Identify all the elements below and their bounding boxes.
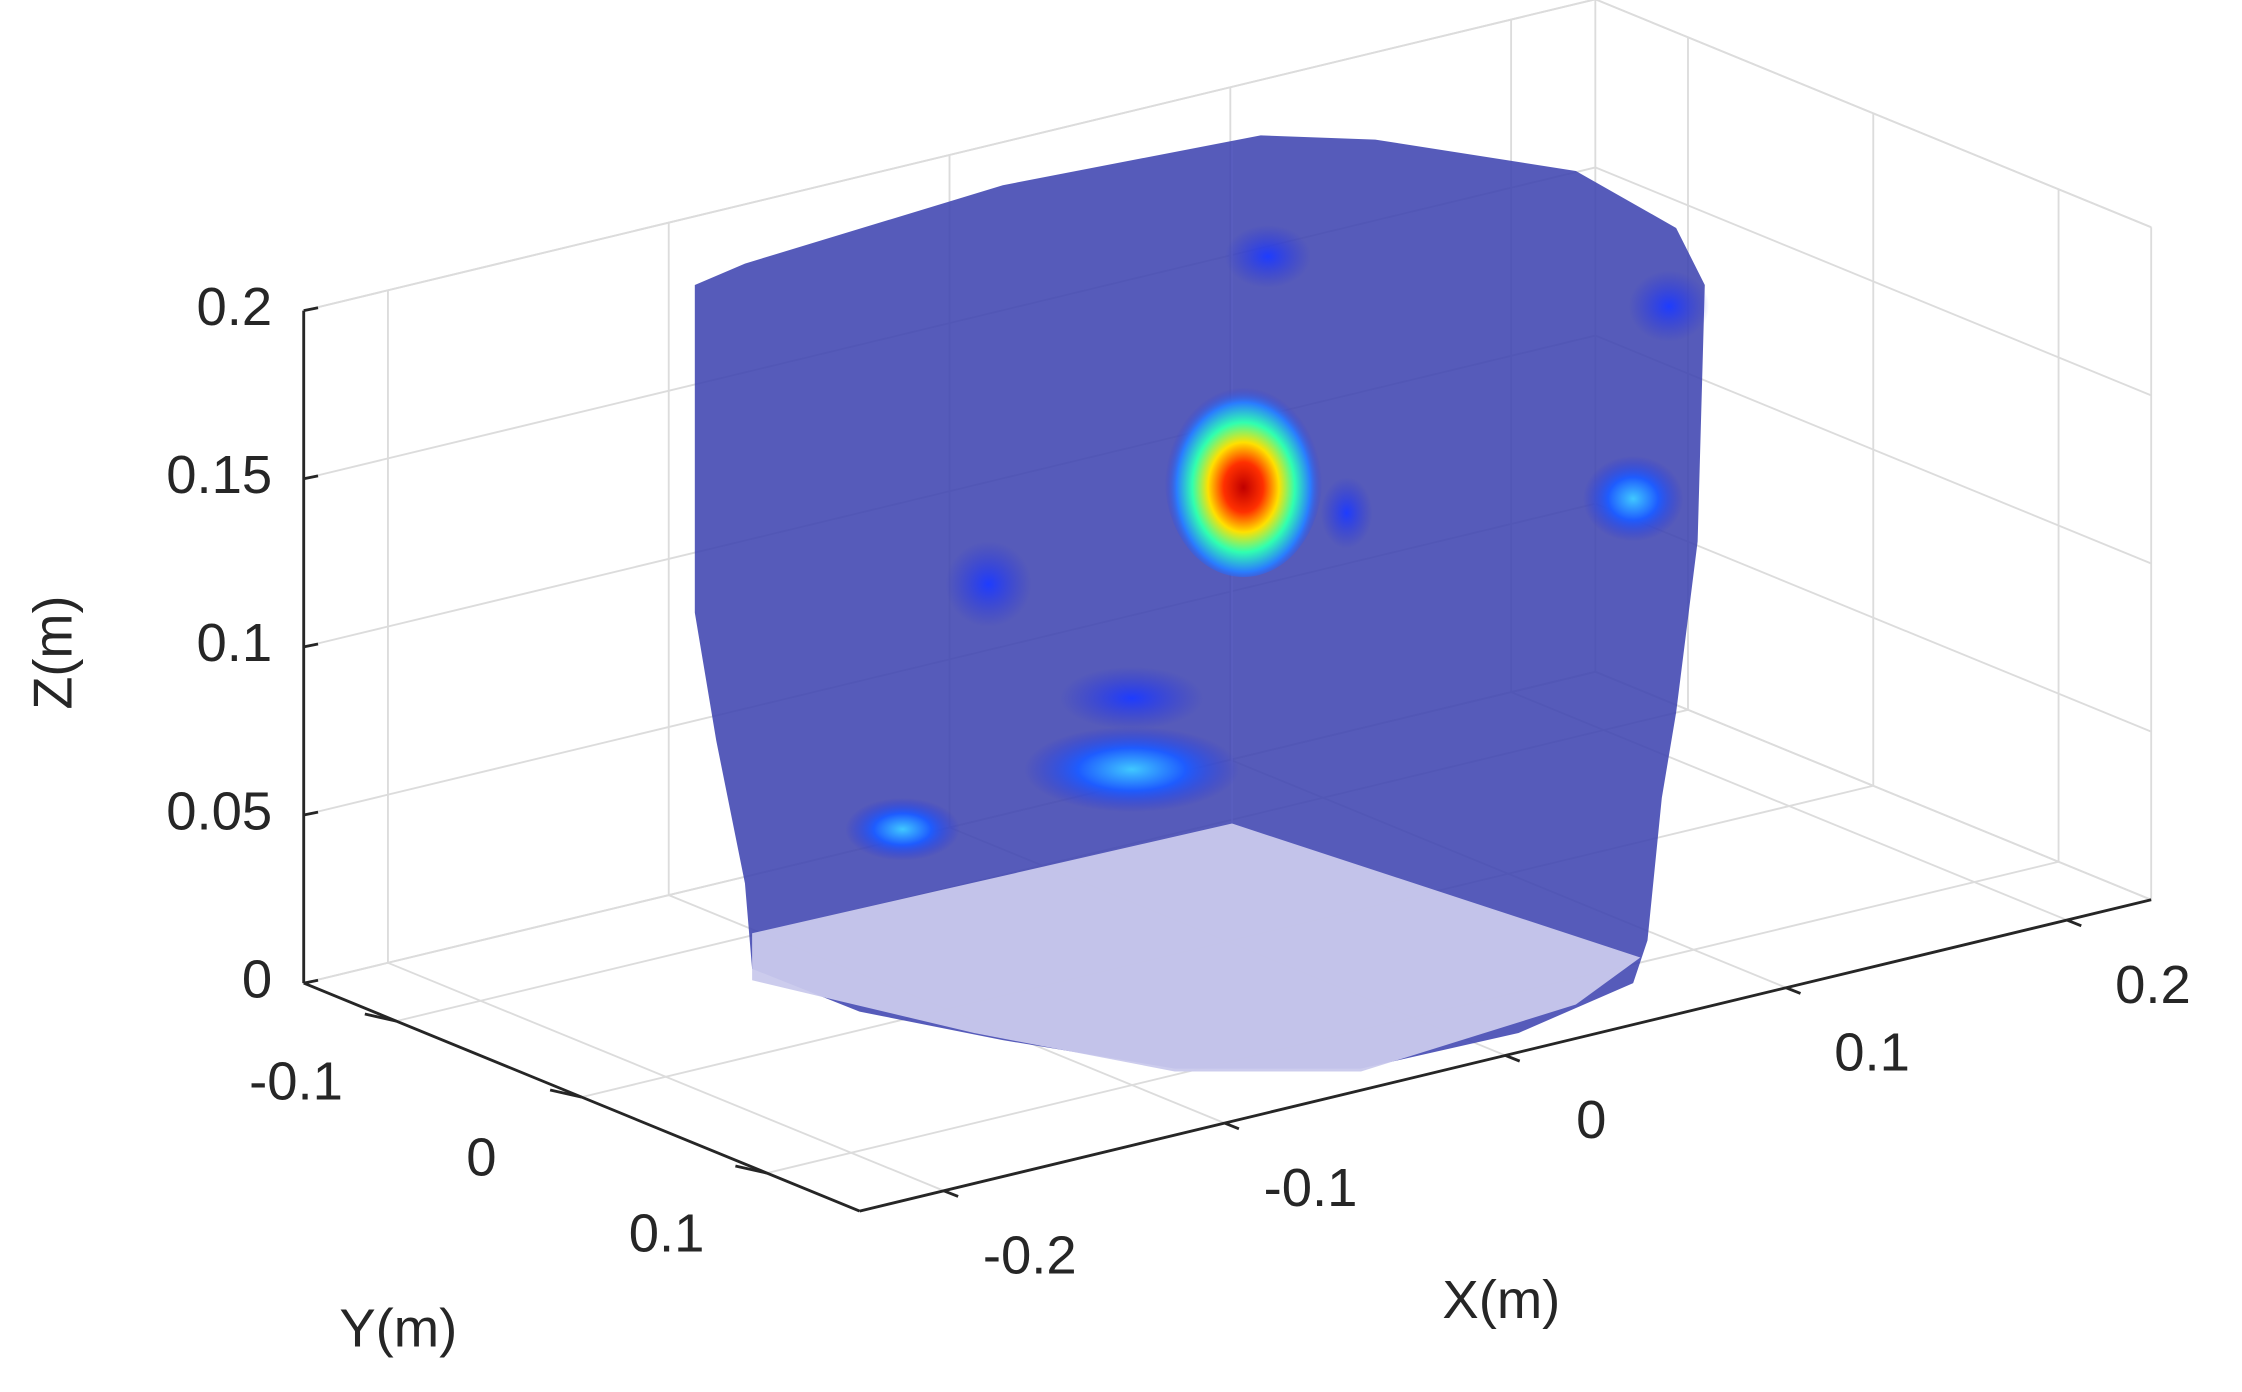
blob [1583,455,1684,542]
grid-line [1594,166,2152,397]
x-tick-label: -0.1 [1264,1157,1358,1218]
y-tick [735,1164,768,1175]
x-tick [2066,918,2082,928]
blob [1164,377,1323,578]
z-axis-title: Z(m) [23,595,84,709]
z-tick-label: 0 [242,949,272,1010]
y-tick-label: 0 [466,1127,496,1188]
box-edge [303,0,1596,312]
volume-floor [752,823,1641,1072]
blob [945,541,1032,627]
x-tick [1224,1121,1240,1131]
axes: 0 0.05 0.1 0.15 0.2 -0.1 0 0.1 -0.2 -0.1 0 0.1 0.2 Z(… [23,276,2191,1358]
x-tick [1785,986,1802,995]
box-edge [1594,0,2152,229]
plot: 0 0.05 0.1 0.15 0.2 -0.1 0 0.1 -0.2 -0.1 0 0.1 0.2 Z(… [23,0,2191,1358]
x-tick-label: -0.2 [983,1225,1077,1286]
z-tick [303,306,319,313]
y-tick [364,1012,397,1023]
blob [1024,726,1240,813]
x-tick-label: 0 [1576,1089,1606,1150]
z-tick [303,474,319,481]
z-tick-label: 0.05 [166,780,272,841]
blob [1320,477,1373,549]
z-tick [303,810,319,817]
x-tick-label: 0.1 [1834,1022,1910,1083]
x-tick [1504,1054,1521,1063]
x-tick-label: 0.2 [2115,954,2191,1015]
blob [1060,666,1204,730]
y-tick [549,1088,582,1099]
box-edge [1594,670,2152,901]
y-tick-label: -0.1 [249,1051,343,1112]
z-tick-label: 0.1 [197,612,273,673]
z-tick-label: 0.2 [197,276,273,337]
z-tick [303,642,319,649]
blob [1628,270,1710,342]
volume [694,135,1710,1072]
blob [1224,225,1311,288]
y-axis-title: Y(m) [339,1298,457,1359]
blob [845,797,960,861]
x-tick [943,1189,959,1198]
x-axis-title: X(m) [1442,1269,1560,1330]
z-tick [303,978,319,985]
z-tick-label: 0.15 [166,444,272,505]
y-tick-label: 0.1 [629,1203,705,1264]
